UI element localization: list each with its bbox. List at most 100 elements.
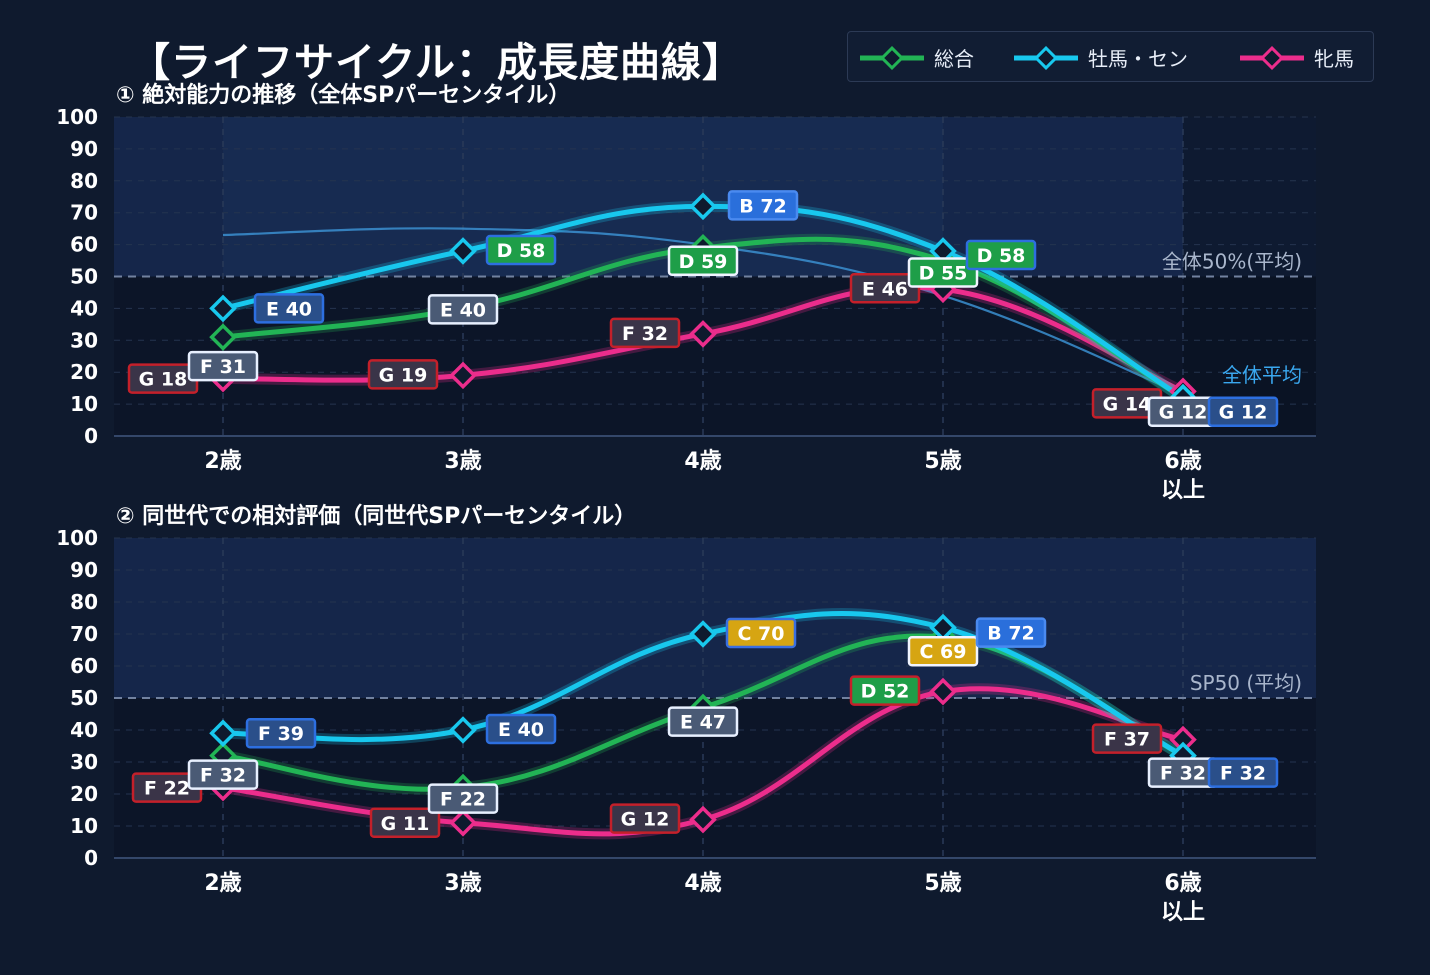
data-label-box bbox=[965, 239, 1037, 271]
y-tick-label: 80 bbox=[70, 590, 98, 614]
reference-line-label: SP50 (平均) bbox=[1190, 671, 1302, 695]
highlight-band bbox=[223, 117, 943, 277]
data-label-text: D 55 bbox=[919, 263, 968, 285]
data-label-text: B 72 bbox=[739, 195, 787, 217]
data-label: G 12 bbox=[1207, 396, 1279, 427]
data-point bbox=[449, 361, 477, 390]
data-label-text: G 12 bbox=[1219, 402, 1268, 424]
data-label-box bbox=[187, 759, 259, 790]
data-label-text: D 52 bbox=[861, 681, 910, 703]
data-label-text: F 22 bbox=[440, 789, 486, 811]
data-point bbox=[689, 805, 717, 834]
data-label-box bbox=[485, 713, 557, 745]
x-tick-label: 5歳 bbox=[924, 871, 961, 896]
data-label: D 55 bbox=[907, 257, 979, 288]
data-label: B 72 bbox=[727, 190, 799, 221]
y-tick-label: 40 bbox=[70, 718, 98, 742]
data-label: E 46 bbox=[849, 273, 921, 304]
x-tick-label: 4歳 bbox=[684, 449, 721, 474]
y-tick-label: 20 bbox=[70, 360, 98, 384]
data-label: F 31 bbox=[187, 350, 259, 382]
data-point bbox=[929, 613, 957, 642]
data-label-text: E 40 bbox=[498, 719, 544, 741]
data-point bbox=[449, 809, 477, 837]
data-label: F 32 bbox=[1207, 757, 1279, 788]
y-tick-label: 100 bbox=[56, 526, 98, 550]
data-label-box bbox=[427, 783, 499, 814]
x-tick-label: 3歳 bbox=[444, 871, 481, 896]
data-label-text: G 12 bbox=[1159, 402, 1208, 424]
data-point bbox=[209, 323, 237, 351]
data-label: F 22 bbox=[131, 772, 203, 803]
data-label: G 19 bbox=[367, 359, 439, 390]
y-tick-label: 100 bbox=[56, 105, 98, 129]
data-label-box bbox=[485, 234, 557, 266]
data-point bbox=[689, 192, 717, 221]
data-label-text: F 31 bbox=[200, 356, 246, 378]
y-tick-label: 90 bbox=[70, 137, 98, 161]
data-label-box bbox=[1207, 396, 1279, 427]
chart-title: 【ライフサイクル：成長度曲線】 bbox=[130, 40, 743, 86]
data-label: D 58 bbox=[485, 234, 557, 266]
data-label: G 12 bbox=[609, 803, 681, 834]
data-label-box bbox=[667, 706, 739, 737]
data-label: E 40 bbox=[485, 713, 557, 745]
data-label-box bbox=[1207, 757, 1279, 788]
data-label: G 18 bbox=[127, 363, 199, 394]
y-tick-label: 60 bbox=[70, 233, 98, 257]
data-label-box bbox=[245, 717, 317, 749]
data-label-text: F 32 bbox=[622, 323, 668, 345]
data-label-text: C 69 bbox=[920, 641, 967, 663]
y-tick-label: 0 bbox=[84, 846, 98, 870]
data-label-text: F 32 bbox=[1220, 763, 1266, 785]
data-label: D 59 bbox=[667, 245, 739, 277]
data-label-text: F 37 bbox=[1104, 729, 1150, 751]
y-tick-label: 90 bbox=[70, 558, 98, 582]
data-label: F 32 bbox=[187, 759, 259, 790]
data-label: E 40 bbox=[253, 293, 325, 324]
x-tick-label: 3歳 bbox=[444, 449, 481, 474]
data-label-box bbox=[849, 273, 921, 304]
data-label-text: E 40 bbox=[440, 299, 486, 321]
y-tick-label: 70 bbox=[70, 622, 98, 646]
reference-line-label: 全体50%(平均) bbox=[1162, 250, 1302, 274]
y-tick-label: 0 bbox=[84, 424, 98, 448]
x-tick-label: 以上 bbox=[1161, 478, 1205, 503]
legend-label: 牡馬・セン bbox=[1088, 47, 1188, 71]
y-tick-label: 40 bbox=[70, 296, 98, 320]
data-label: F 39 bbox=[245, 717, 317, 749]
y-tick-label: 30 bbox=[70, 328, 98, 352]
data-label-box bbox=[253, 293, 325, 324]
x-tick-label: 2歳 bbox=[204, 871, 241, 896]
legend-label: 総合 bbox=[934, 47, 974, 71]
data-label-text: D 59 bbox=[679, 251, 728, 273]
data-point bbox=[209, 294, 237, 323]
data-label-text: E 47 bbox=[680, 712, 726, 734]
data-label-text: E 46 bbox=[862, 278, 908, 300]
data-point bbox=[689, 320, 717, 348]
data-label: C 70 bbox=[725, 617, 797, 649]
data-label: E 40 bbox=[427, 294, 499, 325]
data-label-box bbox=[907, 257, 979, 288]
data-label: G 14 bbox=[1091, 388, 1163, 419]
x-tick-label: 2歳 bbox=[204, 449, 241, 474]
legend-item-overall: 総合 bbox=[860, 32, 974, 83]
data-label: G 11 bbox=[369, 807, 441, 839]
y-tick-label: 60 bbox=[70, 654, 98, 678]
data-label-text: G 12 bbox=[621, 809, 670, 831]
line-marker-icon bbox=[1240, 45, 1304, 70]
data-point bbox=[689, 620, 717, 648]
data-point bbox=[209, 719, 237, 747]
data-label-text: G 11 bbox=[381, 813, 430, 835]
data-label-text: D 58 bbox=[497, 240, 546, 262]
data-label-text: F 22 bbox=[144, 778, 190, 800]
data-label-text: D 58 bbox=[977, 245, 1026, 267]
data-label-box bbox=[367, 359, 439, 390]
data-label: F 22 bbox=[427, 783, 499, 814]
legend: 総合 牡馬・セン 牝馬 bbox=[847, 31, 1374, 82]
data-label: F 32 bbox=[1147, 757, 1219, 788]
data-label-text: F 32 bbox=[200, 765, 246, 787]
line-marker-icon bbox=[860, 45, 924, 70]
x-tick-label: 6歳 bbox=[1164, 449, 1201, 474]
plot-upper-band bbox=[114, 538, 1316, 698]
